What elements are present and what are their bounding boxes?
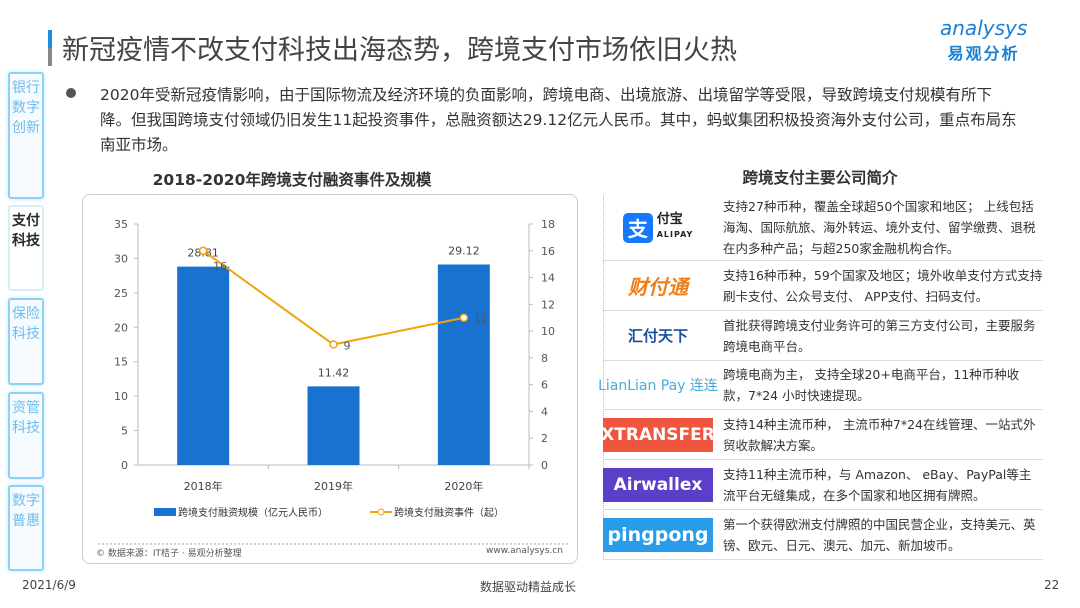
- company-desc: 支持27种币种，覆盖全球超50个国家和地区； 上线包括海淘、国际航旅、海外转运、…: [723, 199, 1036, 256]
- xtransfer-logo: XTRANSFER: [601, 417, 715, 452]
- company-row-xtransfer: XTRANSFER 支持14种主流币种， 主流币种7*24在线管理、一站式外贸收…: [601, 410, 1043, 460]
- right-tick-label: 8: [541, 352, 548, 365]
- left-tick-label: 5: [121, 425, 128, 438]
- bar: [177, 266, 230, 465]
- company-row-pingpong: pingpong 第一个获得欧洲支付牌照的中国民营企业，支持美元、英镑、欧元、日…: [603, 510, 1043, 560]
- footer-date: 2021/6/9: [22, 578, 76, 592]
- company-desc: 首批获得跨境支付业务许可的第三方支付公司，主要服务跨境电商平台。: [723, 317, 1036, 354]
- sidebar-tab-inclusive[interactable]: 数字普惠: [8, 485, 44, 571]
- right-tick-label: 12: [541, 298, 555, 311]
- company-desc: 支持14种主流币种， 主流币种7*24在线管理、一站式外贸收款解决方案。: [723, 416, 1036, 453]
- page-title: 新冠疫情不改支付科技出海态势，跨境支付市场依旧火热: [62, 35, 737, 66]
- line-point: [459, 313, 469, 322]
- line-label: 16: [213, 260, 227, 273]
- chart-title: 2018-2020年跨境支付融资事件及规模: [152, 171, 432, 189]
- line-label: 9: [344, 340, 351, 353]
- company-row-lianlian: LianLian Pay 连连 跨境电商为主， 支持全球20+电商平台，11种币…: [598, 361, 1043, 410]
- sidebar-tab-bank[interactable]: 银行数字创新: [8, 72, 44, 199]
- right-tick-label: 4: [541, 405, 548, 418]
- bar-label: 29.12: [448, 244, 480, 257]
- bar: [437, 264, 490, 465]
- divider: [603, 195, 604, 560]
- left-tick-label: 25: [114, 287, 128, 300]
- sidebar-tab-payment[interactable]: 支付科技: [8, 205, 44, 291]
- line-series: [202, 249, 465, 346]
- analysys-logo: analysys 易观分析: [940, 16, 1027, 64]
- lianlian-logo: LianLian Pay 连连: [598, 378, 718, 394]
- airwallex-logo: Airwallex: [603, 467, 713, 502]
- right-tick-label: 16: [541, 245, 555, 258]
- legend-bar-swatch: [154, 508, 176, 516]
- left-tick-label: 35: [114, 218, 128, 231]
- legend-line-label: 跨境支付融资事件（起）: [394, 506, 504, 519]
- left-tick-label: 30: [114, 252, 128, 265]
- right-tick-label: 18: [541, 218, 555, 231]
- logo-en: analysys: [940, 16, 1028, 40]
- left-tick-label: 10: [114, 390, 128, 403]
- company-desc: 跨境电商为主， 支持全球20+电商平台，11种币种收款，7*24 小时快速提现。: [723, 367, 1020, 403]
- bullet-dot: [66, 88, 76, 98]
- company-desc: 第一个获得欧洲支付牌照的中国民营企业，支持美元、英镑、欧元、日元、澳元、加元、新…: [723, 516, 1036, 553]
- bar-label: 11.42: [318, 366, 350, 379]
- left-tick-label: 15: [114, 356, 128, 369]
- legend-bar-label: 跨境支付融资规模（亿元人民币）: [178, 506, 328, 519]
- company-row-airwallex: Airwallex 支持11种主流币种，与 Amazon、 eBay、PayPa…: [603, 460, 1043, 510]
- alipay-logo: 支付宝 ALIPAY: [603, 207, 713, 249]
- title-accent-bar: [48, 30, 52, 66]
- chart-source: © 数据来源：IT桔子 · 易观分析整理: [96, 549, 242, 559]
- right-tick-label: 0: [541, 459, 548, 472]
- line-label: 11: [474, 313, 488, 326]
- company-row-tenpay: 财付通 支持16种币种，59个国家及地区；境外收单支付方式支持刷卡支付、公众号支…: [603, 261, 1043, 311]
- sidebar-tab-insurance[interactable]: 保险科技: [8, 298, 44, 385]
- footer-slogan: 数据驱动精益成长: [480, 580, 577, 594]
- legend-line-marker: [377, 508, 385, 516]
- tenpay-logo: 财付通: [628, 275, 688, 299]
- page-number: 22: [1044, 578, 1060, 592]
- line-point: [329, 340, 338, 349]
- company-row-chinapnr: 汇付天下 首批获得跨境支付业务许可的第三方支付公司，主要服务跨境电商平台。: [603, 311, 1043, 361]
- company-desc: 支持16种币种，59个国家及地区；境外收单支付方式支持刷卡支付、公众号支付、 A…: [723, 267, 1043, 304]
- x-tick-label: 2020年: [444, 479, 483, 493]
- bar: [307, 386, 360, 465]
- right-tick-label: 10: [541, 325, 555, 338]
- chart-site: www.analysys.cn: [486, 546, 563, 556]
- right-tick-label: 6: [541, 379, 548, 392]
- sidebar-tab-asset[interactable]: 资管科技: [8, 392, 44, 479]
- right-tick-label: 14: [541, 272, 555, 285]
- company-row-alipay: 支付宝 ALIPAY 支持27种币种，覆盖全球超50个国家和地区； 上线包括海淘、…: [603, 195, 1043, 261]
- x-tick-label: 2018年: [184, 479, 223, 493]
- pingpong-logo: pingpong: [603, 517, 713, 552]
- company-desc: 支持11种主流币种，与 Amazon、 eBay、PayPal等主流平台无缝集成…: [723, 466, 1032, 503]
- x-tick-label: 2019年: [314, 479, 353, 493]
- left-tick-label: 20: [114, 321, 128, 334]
- line-point: [198, 246, 208, 256]
- chart-container: [82, 194, 578, 564]
- chinapnr-logo: 汇付天下: [627, 327, 688, 345]
- right-tick-label: 2: [541, 432, 548, 445]
- left-tick-label: 0: [121, 459, 128, 472]
- summary-text: 2020年受新冠疫情影响，由于国际物流及经济环境的负面影响，跨境电商、出境旅游、…: [100, 86, 1017, 154]
- companies-title: 跨境支付主要公司简介: [742, 169, 898, 187]
- logo-cn: 易观分析: [947, 44, 1020, 63]
